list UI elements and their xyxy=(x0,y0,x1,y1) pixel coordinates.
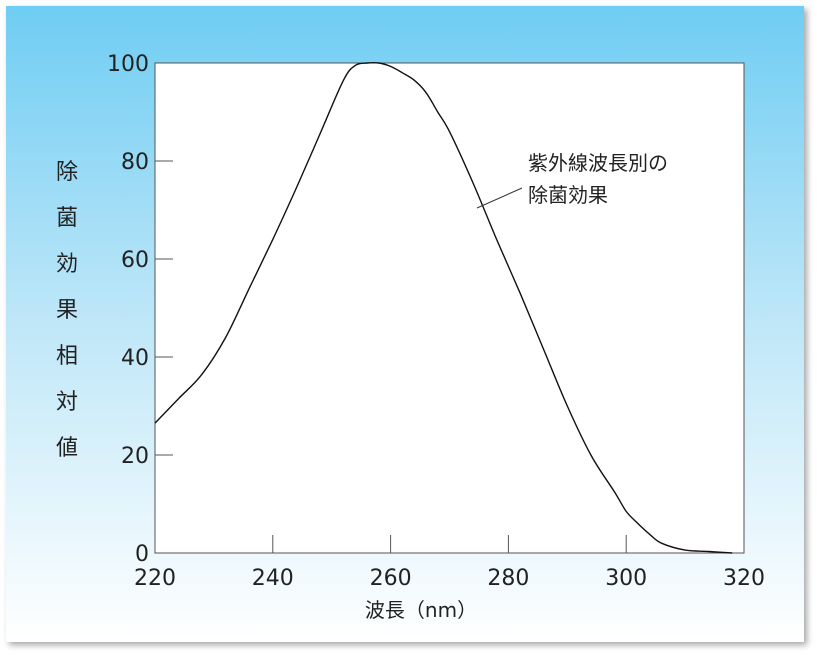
series-line xyxy=(154,61,733,554)
plot-area xyxy=(154,62,745,554)
annotation-leader xyxy=(476,187,523,209)
y-axis-label-char: 値 xyxy=(56,436,78,461)
x-tick-label: 300 xyxy=(605,566,647,591)
y-axis-label-char: 除 xyxy=(56,160,78,185)
x-tick-label: 280 xyxy=(487,566,529,591)
y-axis-label-char: 菌 xyxy=(56,206,78,231)
x-tick-label: 240 xyxy=(252,566,294,591)
y-tick-label: 100 xyxy=(107,52,149,77)
y-axis-label-char: 相 xyxy=(56,344,78,369)
y-axis-label-char: 果 xyxy=(56,298,78,323)
x-axis: 220 240 260 280 300 320 xyxy=(134,535,765,591)
y-axis: 0 20 40 60 80 100 xyxy=(107,52,173,567)
x-axis-label: 波長（nm） xyxy=(365,598,477,622)
y-tick-label: 20 xyxy=(121,444,149,469)
x-tick-label: 320 xyxy=(723,566,765,591)
y-tick-label: 0 xyxy=(135,542,149,567)
annotation-line-2: 除菌効果 xyxy=(528,183,608,207)
y-axis-label-char: 効 xyxy=(56,252,78,277)
x-tick-label: 260 xyxy=(370,566,412,591)
y-axis-label-char: 対 xyxy=(56,390,78,415)
y-tick-label: 80 xyxy=(121,150,149,175)
y-tick-label: 60 xyxy=(121,248,149,273)
chart-frame: 0 20 40 60 80 100 220 240 260 280 300 320 紫外線波長別の … xyxy=(6,6,804,642)
annotation-line-1: 紫外線波長別の xyxy=(528,151,668,175)
y-tick-label: 40 xyxy=(121,346,149,371)
x-tick-label: 220 xyxy=(134,566,176,591)
